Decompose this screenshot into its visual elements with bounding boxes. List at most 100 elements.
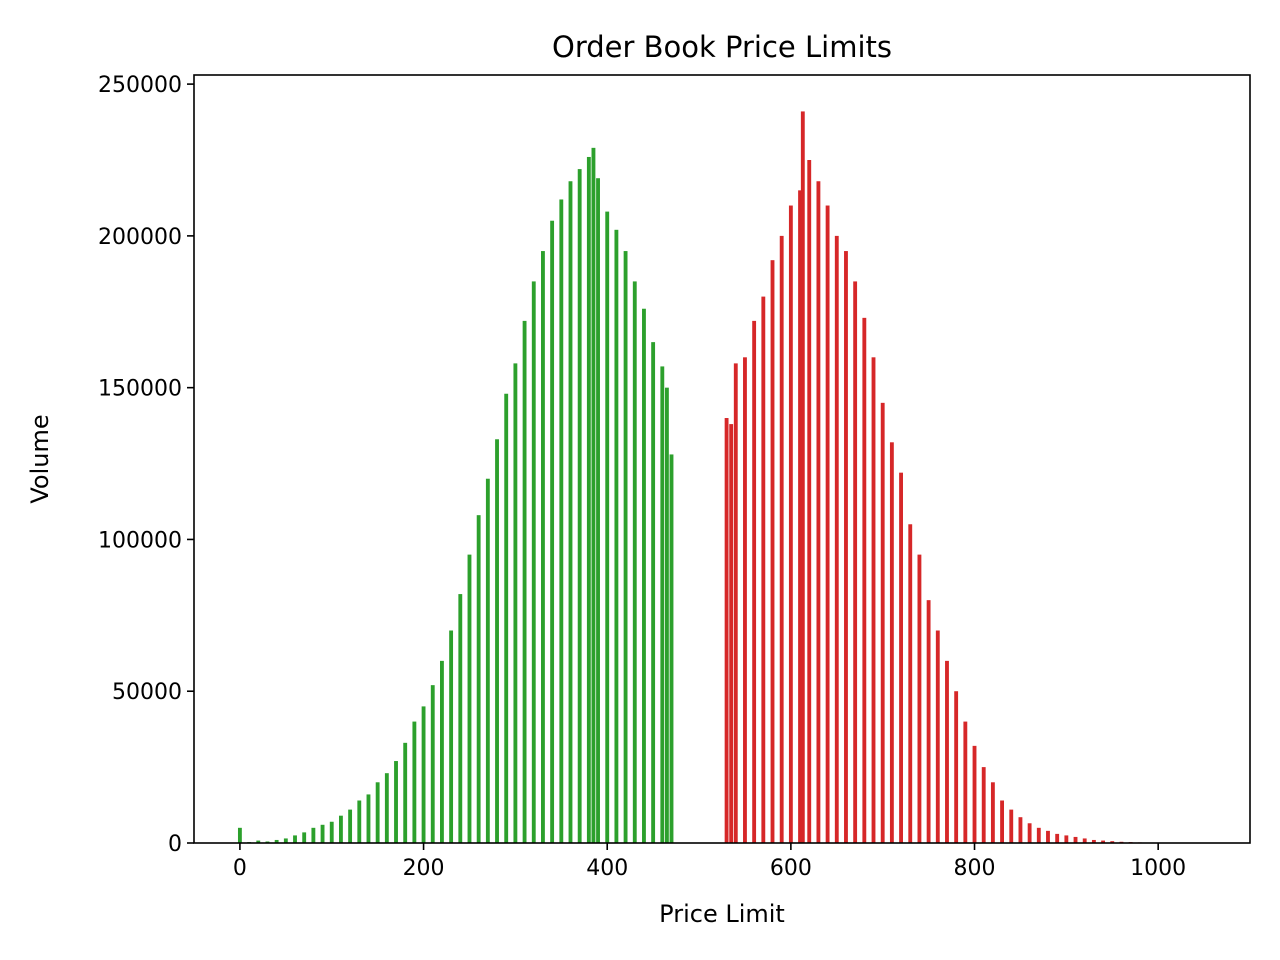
bid-bar (559, 199, 564, 843)
bid-bar (311, 827, 316, 843)
ask-bar (844, 251, 848, 843)
bid-bar (495, 439, 499, 843)
x-axis: 0 200 400 600 800 1000 (233, 843, 1186, 881)
ask-bar (1027, 823, 1032, 843)
bid-bar (577, 169, 582, 844)
ask-bar (871, 357, 876, 843)
ask-bar (981, 767, 986, 843)
y-axis-label: Volume (26, 414, 54, 503)
ask-bar (779, 235, 784, 843)
ask-bar (1082, 838, 1087, 843)
bid-bar (394, 761, 398, 843)
bid-bar (421, 706, 426, 843)
y-tick-label: 250000 (98, 73, 182, 98)
ask-bar (800, 111, 805, 844)
ask-bar (954, 691, 959, 843)
x-tick-label: 0 (233, 856, 247, 881)
bid-bar (384, 773, 389, 843)
ask-bar (743, 357, 747, 843)
bid-bar (664, 387, 669, 843)
bid-bar (302, 832, 307, 843)
bid-bar (283, 838, 288, 843)
ask-bar (770, 260, 775, 843)
bid-bar (485, 478, 490, 843)
ask-bar (825, 205, 830, 843)
bid-bar (614, 229, 619, 843)
bid-bar (651, 342, 656, 843)
bid-bar (430, 685, 435, 843)
x-axis-label: Price Limit (659, 900, 785, 928)
bid-bar (669, 454, 674, 843)
ask-bar (1110, 841, 1115, 843)
x-tick-label: 800 (954, 856, 996, 881)
bid-bar (623, 251, 628, 843)
bid-bar (458, 594, 463, 843)
chart-title: Order Book Price Limits (552, 30, 892, 64)
bid-bar (366, 794, 371, 843)
y-tick-label: 0 (168, 832, 182, 857)
ask-bar (990, 782, 995, 843)
ask-bar (1036, 827, 1041, 843)
bid-bar (412, 721, 417, 843)
ask-bar (935, 630, 940, 843)
ask-bar (1009, 809, 1014, 843)
ask-bar (899, 472, 903, 843)
ask-bar (862, 317, 867, 844)
ask-bar (1000, 800, 1004, 843)
bid-bar (586, 156, 591, 843)
bid-bar (642, 308, 646, 843)
y-axis: 0 50000 100000 150000 200000 250000 (98, 73, 194, 857)
ask-bar (1018, 817, 1023, 843)
ask-bar (761, 296, 766, 844)
x-tick-label: 200 (403, 856, 445, 881)
y-tick-label: 200000 (98, 225, 182, 250)
bid-bar (375, 782, 380, 843)
bid-bar (440, 660, 444, 843)
ask-bar (972, 745, 977, 843)
bid-bar (541, 251, 545, 843)
bid-bar (531, 281, 536, 843)
x-tick-label: 600 (770, 856, 812, 881)
bid-bar (596, 178, 600, 843)
x-tick-label: 1000 (1130, 856, 1186, 881)
bid-bar (467, 554, 472, 843)
y-tick-label: 100000 (98, 528, 182, 553)
ask-bar (798, 190, 802, 844)
ask-bar (917, 554, 922, 843)
bid-bar (274, 839, 279, 843)
y-tick-label: 150000 (98, 377, 182, 402)
plot-frame (193, 74, 1251, 844)
ask-bar (1046, 830, 1050, 843)
bid-bar (320, 824, 325, 843)
ask-bar (853, 281, 858, 843)
ask-bar (834, 235, 839, 843)
ask-bar (807, 160, 812, 843)
y-tick-label: 50000 (112, 680, 182, 705)
ask-bar (963, 721, 968, 843)
ask-bar (1091, 839, 1096, 843)
ask-bar (1064, 835, 1069, 843)
bid-bar (338, 815, 343, 843)
bid-bar (513, 363, 518, 843)
ask-bar (788, 205, 793, 843)
ask-bar (945, 660, 949, 843)
bid-bar (522, 320, 527, 843)
bid-bar (357, 800, 362, 843)
ask-bar (889, 442, 894, 843)
bid-bar (504, 393, 509, 843)
ask-bar (1055, 833, 1060, 843)
bid-bar (256, 840, 261, 843)
ask-bar (729, 424, 734, 843)
ask-bar (816, 181, 821, 843)
bid-bar (476, 515, 481, 843)
bid-bar (403, 742, 408, 843)
x-tick-label: 400 (586, 856, 628, 881)
ask-bar (880, 402, 885, 843)
bid-bar (660, 366, 665, 843)
bid-bar (449, 630, 454, 843)
bid-bar (568, 181, 573, 843)
bid-bar (348, 809, 353, 843)
ask-bar (1101, 840, 1106, 843)
bid-bar (605, 211, 610, 844)
